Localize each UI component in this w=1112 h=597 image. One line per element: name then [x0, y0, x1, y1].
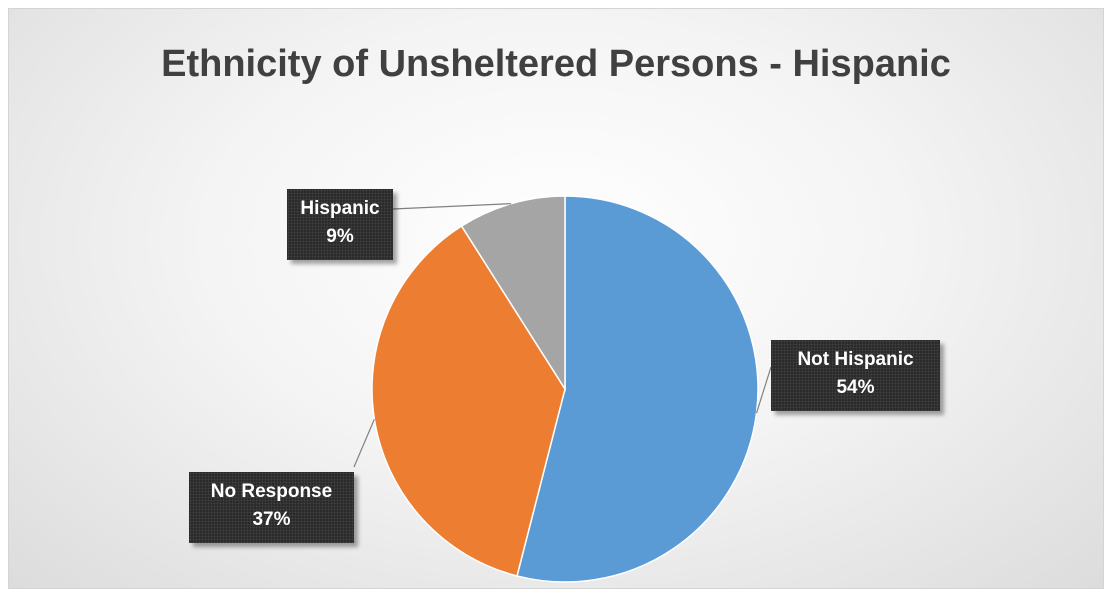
pie-slice-not-hispanic	[516, 195, 759, 583]
data-label-no-response: No Response 37%	[189, 472, 354, 543]
leader-line-no-response	[353, 418, 375, 468]
leader-line-hispanic	[392, 203, 512, 210]
data-label-category: Not Hispanic	[797, 349, 914, 370]
data-label-category: Hispanic	[300, 198, 380, 219]
chart-area: Ethnicity of Unsheltered Persons - Hispa…	[8, 8, 1104, 589]
data-label-category: No Response	[210, 481, 333, 502]
data-label-percent: 9%	[326, 226, 354, 247]
chart-title: Ethnicity of Unsheltered Persons - Hispa…	[161, 43, 951, 85]
pie-chart	[353, 195, 772, 583]
data-label-hispanic: Hispanic 9%	[287, 189, 393, 260]
leader-line-not-hispanic	[755, 366, 772, 414]
data-label-percent: 37%	[252, 509, 291, 530]
data-label-percent: 54%	[836, 377, 875, 398]
data-label-not-hispanic: Not Hispanic 54%	[771, 340, 940, 411]
